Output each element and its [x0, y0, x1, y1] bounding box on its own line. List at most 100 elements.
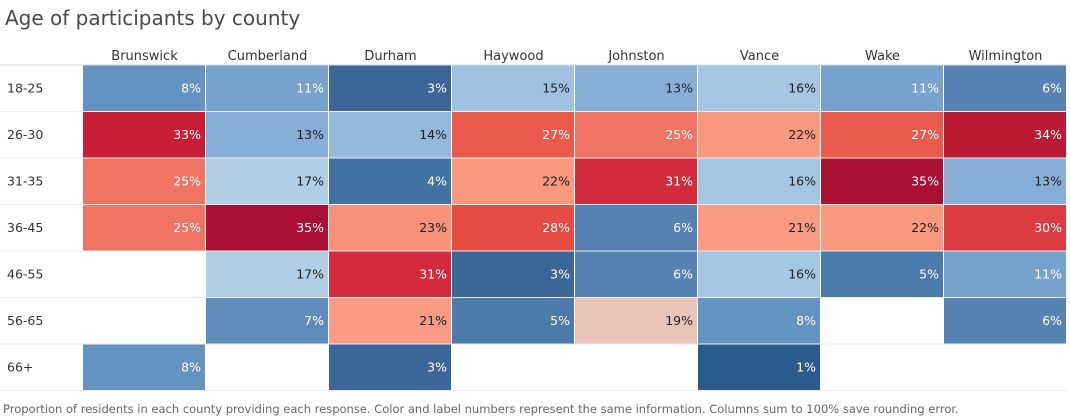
cell-label: 19% [665, 313, 693, 328]
heatmap-cell [575, 112, 697, 158]
heatmap-cell [329, 205, 451, 251]
column-header-haywood: Haywood [483, 49, 543, 64]
heatmap-cell [698, 112, 820, 158]
heatmap-cell [821, 158, 943, 204]
column-header-wake: Wake [865, 49, 900, 64]
heatmap-cell [83, 112, 205, 158]
heatmap-cell [698, 344, 820, 390]
heatmap-chart: Brunswick Cumberland Durham Haywood Johnston… [0, 49, 1067, 391]
cell-label: 6% [1042, 80, 1062, 95]
row-header-46-55: 46-55 [7, 266, 43, 281]
cell-label: 5% [919, 266, 939, 281]
cell-label: 8% [796, 313, 816, 328]
cell-label: 13% [665, 80, 693, 95]
cell-label: 35% [296, 220, 324, 235]
cell-label: 8% [181, 359, 201, 374]
chart-title: Age of participants by county [5, 6, 301, 30]
heatmap-cell [944, 205, 1066, 251]
heatmap-cell [329, 112, 451, 158]
cell-label: 16% [788, 80, 816, 95]
cell-label: 25% [173, 220, 201, 235]
heatmap-cell [452, 65, 574, 111]
cell-label: 15% [542, 80, 570, 95]
heatmap-cell [206, 298, 328, 344]
cell-label: 31% [665, 173, 693, 188]
heatmap-cell [452, 298, 574, 344]
cell-label: 13% [1034, 173, 1062, 188]
cell-label: 21% [419, 313, 447, 328]
column-header-durham: Durham [364, 49, 416, 64]
cell-label: 22% [788, 127, 816, 142]
cell-label: 27% [542, 127, 570, 142]
row-header-66-: 66+ [7, 359, 33, 374]
cell-label: 6% [673, 266, 693, 281]
cell-label: 11% [296, 80, 324, 95]
row-header-56-65: 56-65 [7, 313, 43, 328]
heatmap-cell [944, 65, 1066, 111]
cell-label: 3% [550, 266, 570, 281]
row-header-18-25: 18-25 [7, 80, 43, 95]
heatmap-cell [83, 205, 205, 251]
heatmap-cell [698, 158, 820, 204]
cell-label: 22% [542, 173, 570, 188]
cell-label: 3% [427, 359, 447, 374]
column-header-johnston: Johnston [607, 49, 664, 64]
cell-label: 27% [911, 127, 939, 142]
cell-label: 4% [427, 173, 447, 188]
heatmap-cell [575, 251, 697, 297]
cell-label: 17% [296, 173, 324, 188]
heatmap-cell [944, 298, 1066, 344]
cell-label: 13% [296, 127, 324, 142]
heatmap-cell [944, 112, 1066, 158]
cell-label: 33% [173, 127, 201, 142]
heatmap-cell [698, 205, 820, 251]
row-header-31-35: 31-35 [7, 173, 43, 188]
cell-label: 6% [1042, 313, 1062, 328]
heatmap-cell [452, 205, 574, 251]
heatmap-cell [452, 251, 574, 297]
cell-label: 3% [427, 80, 447, 95]
heatmap-cell [329, 251, 451, 297]
heatmap-cell [206, 65, 328, 111]
cell-label: 21% [788, 220, 816, 235]
heatmap-cell [575, 158, 697, 204]
heatmap-cell [206, 205, 328, 251]
cell-label: 6% [673, 220, 693, 235]
heatmap-cell [575, 65, 697, 111]
cell-label: 5% [550, 313, 570, 328]
column-header-vance: Vance [740, 49, 779, 64]
heatmap-cell [698, 251, 820, 297]
column-header-brunswick: Brunswick [111, 49, 178, 64]
column-header-cumberland: Cumberland [228, 49, 308, 64]
heatmap-cell [329, 65, 451, 111]
cell-label: 16% [788, 266, 816, 281]
column-header-wilmington: Wilmington [969, 49, 1043, 64]
cell-label: 7% [304, 313, 324, 328]
heatmap-cell [698, 65, 820, 111]
heatmap-cell [944, 158, 1066, 204]
heatmap-cell [329, 158, 451, 204]
heatmap-cell [83, 344, 205, 390]
heatmap-cell [698, 298, 820, 344]
cell-label: 11% [911, 80, 939, 95]
heatmap-cell [944, 251, 1066, 297]
cell-label: 25% [665, 127, 693, 142]
row-header-26-30: 26-30 [7, 127, 43, 142]
heatmap-cell [206, 251, 328, 297]
cell-label: 30% [1034, 220, 1062, 235]
heatmap-cell [575, 205, 697, 251]
cell-label: 23% [419, 220, 447, 235]
heatmap-cell [83, 158, 205, 204]
row-header-36-45: 36-45 [7, 220, 43, 235]
heatmap-cell [452, 158, 574, 204]
cell-label: 14% [419, 127, 447, 142]
cell-label: 8% [181, 80, 201, 95]
cell-label: 17% [296, 266, 324, 281]
cell-label: 11% [1034, 266, 1062, 281]
cell-label: 22% [911, 220, 939, 235]
cell-label: 35% [911, 173, 939, 188]
heatmap-cell [821, 251, 943, 297]
heatmap-cell [452, 112, 574, 158]
cell-label: 25% [173, 173, 201, 188]
cell-label: 31% [419, 266, 447, 281]
